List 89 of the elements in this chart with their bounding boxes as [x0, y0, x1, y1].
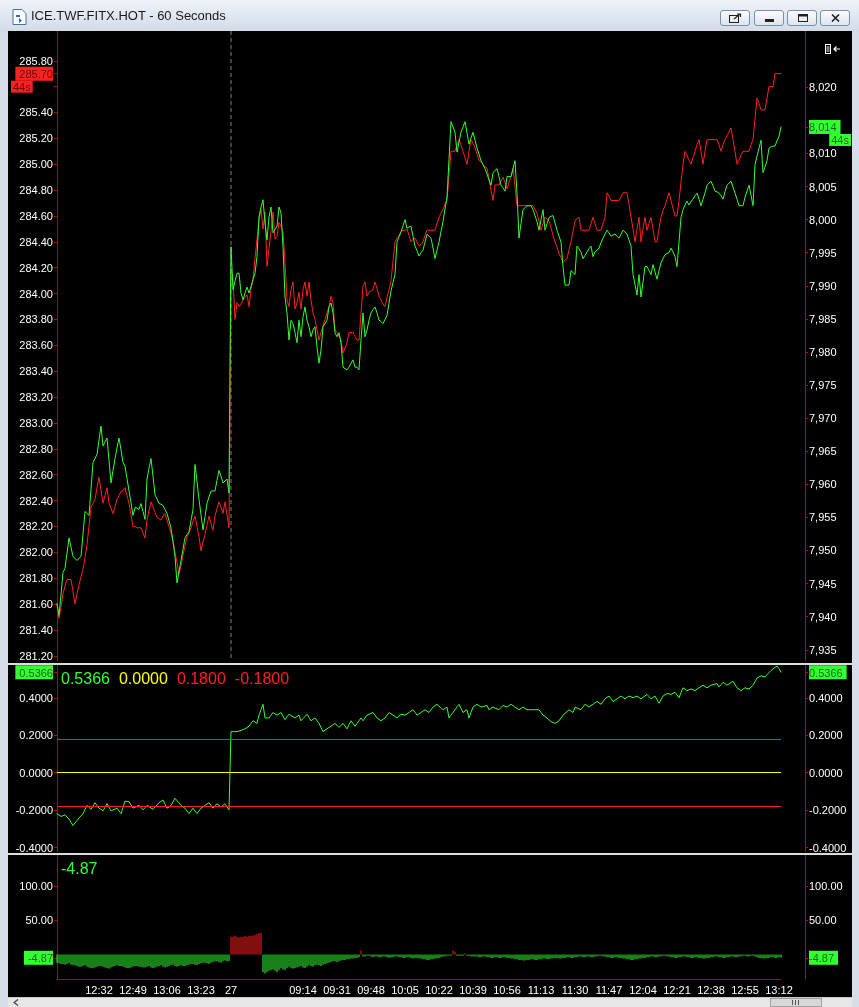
x-tick-label: 12:49: [119, 983, 147, 996]
y2-tick-label: 7,985: [809, 312, 837, 325]
y-tick-label: 284.40: [19, 235, 53, 248]
y-tick-label: 281.80: [19, 572, 53, 585]
annotation: -4.87: [61, 859, 98, 877]
x-tick-label: 09:31: [323, 983, 351, 996]
x-tick-label: 10:22: [425, 983, 453, 996]
line-series: [56, 665, 782, 827]
y-tick-label: 0.4000: [19, 691, 53, 704]
y-tick-label: 284.60: [19, 209, 53, 222]
y-tick-label: 100.00: [19, 880, 53, 893]
y-tick-label: 0.5366: [19, 666, 53, 679]
y-tick-label: 282.80: [19, 442, 53, 455]
y-tick-label: 50.00: [25, 914, 53, 927]
ref-line-label: 0.1800: [176, 669, 226, 687]
x-tick-label: 10:56: [493, 983, 521, 996]
y-tick-label: -0.4000: [15, 841, 53, 854]
y-tick-label: 285.20: [19, 132, 53, 145]
x-tick-label: 09:48: [357, 983, 385, 996]
y2-tick-label: -0.4000: [809, 841, 847, 854]
y-tick-label: 281.60: [19, 598, 53, 611]
y-tick-label: 281.40: [19, 623, 53, 636]
y-tick-label: 283.20: [19, 391, 53, 404]
y2-tick-label: 7,950: [809, 544, 837, 557]
y-tick-label: -0.2000: [15, 804, 53, 817]
x-tick-label: 09:14: [289, 983, 317, 996]
y2-tick-label: 7,960: [809, 478, 837, 491]
y-tick-label: 282.00: [19, 546, 53, 559]
text: 44s: [831, 133, 850, 146]
y2-tick-label: 0.4000: [809, 691, 843, 704]
y-tick-label: 285.40: [19, 106, 53, 119]
y-tick-label: 285.00: [19, 158, 53, 171]
x-tick-label: 12:32: [85, 983, 113, 996]
text: 44s: [13, 80, 32, 93]
y-tick-label: 284.80: [19, 184, 53, 197]
y2-tick-label: 7,975: [809, 379, 837, 392]
y2-tick-label: 7,945: [809, 577, 837, 590]
x-tick-label: 11:30: [561, 983, 589, 996]
y2-tick-label: 7,955: [809, 511, 837, 524]
y-tick-label: 283.00: [19, 416, 53, 429]
x-tick-label: 12:55: [731, 983, 759, 996]
y2-tick-label: 7,970: [809, 412, 837, 425]
y-tick-label: 285.70: [19, 68, 53, 81]
y2-tick-label: 8,000: [809, 213, 837, 226]
x-tick-label: 12:04: [629, 983, 657, 996]
y2-tick-label: 100.00: [809, 880, 843, 893]
x-tick-label: 27: [224, 983, 238, 996]
x-tick-label: 12:21: [663, 983, 691, 996]
y2-tick-label: -4.87: [809, 952, 835, 965]
y-tick-label: 282.60: [19, 468, 53, 481]
y-tick-label: -4.87: [27, 952, 53, 965]
x-tick-label: 10:39: [459, 983, 487, 996]
y-tick-label: 283.40: [19, 365, 53, 378]
x-tick-label: 11:47: [595, 983, 623, 996]
y2-tick-label: 7,940: [809, 610, 837, 623]
y2-tick-label: 8,010: [809, 147, 837, 160]
x-tick-label: 10:05: [391, 983, 419, 996]
y2-tick-label: 7,965: [809, 445, 837, 458]
y-tick-label: 283.60: [19, 339, 53, 352]
chart-title: ICE.TWF.FITX.HOT - 60 Seconds: [31, 8, 226, 23]
y2-tick-label: 7,995: [809, 246, 837, 259]
x-tick-label: 11:13: [527, 983, 555, 996]
y2-tick-label: -0.2000: [809, 804, 847, 817]
y-tick-label: 284.20: [19, 261, 53, 274]
ref-line-label: -0.1800: [234, 669, 290, 687]
y-tick-label: 284.00: [19, 287, 53, 300]
y2-tick-label: 7,990: [809, 279, 837, 292]
y-tick-label: 282.40: [19, 494, 53, 507]
y2-tick-label: 8,014: [809, 121, 837, 134]
x-tick-label: 13:06: [153, 983, 181, 996]
y-tick-label: 285.80: [19, 54, 53, 67]
ref-line-label: 0.0000: [118, 669, 168, 687]
y2-tick-label: 0.2000: [809, 729, 843, 742]
x-tick-label: 13:23: [187, 983, 215, 996]
y-tick-label: 281.20: [19, 649, 53, 662]
y-tick-label: 283.80: [19, 313, 53, 326]
y2-tick-label: 8,005: [809, 180, 837, 193]
y2-tick-label: 0.5366: [809, 666, 843, 679]
y-tick-label: 0.0000: [19, 766, 53, 779]
y-tick-label: 0.2000: [19, 729, 53, 742]
y-tick-label: 282.20: [19, 520, 53, 533]
annotation: 0.5366: [61, 669, 111, 687]
x-tick-label: 13:12: [765, 983, 793, 996]
x-tick-label: 12:38: [697, 983, 725, 996]
y2-tick-label: 7,935: [809, 643, 837, 656]
y2-tick-label: 7,980: [809, 345, 837, 358]
y2-tick-label: 0.0000: [809, 766, 843, 779]
y2-tick-label: 8,020: [809, 81, 837, 94]
y2-tick-label: 50.00: [809, 914, 837, 927]
